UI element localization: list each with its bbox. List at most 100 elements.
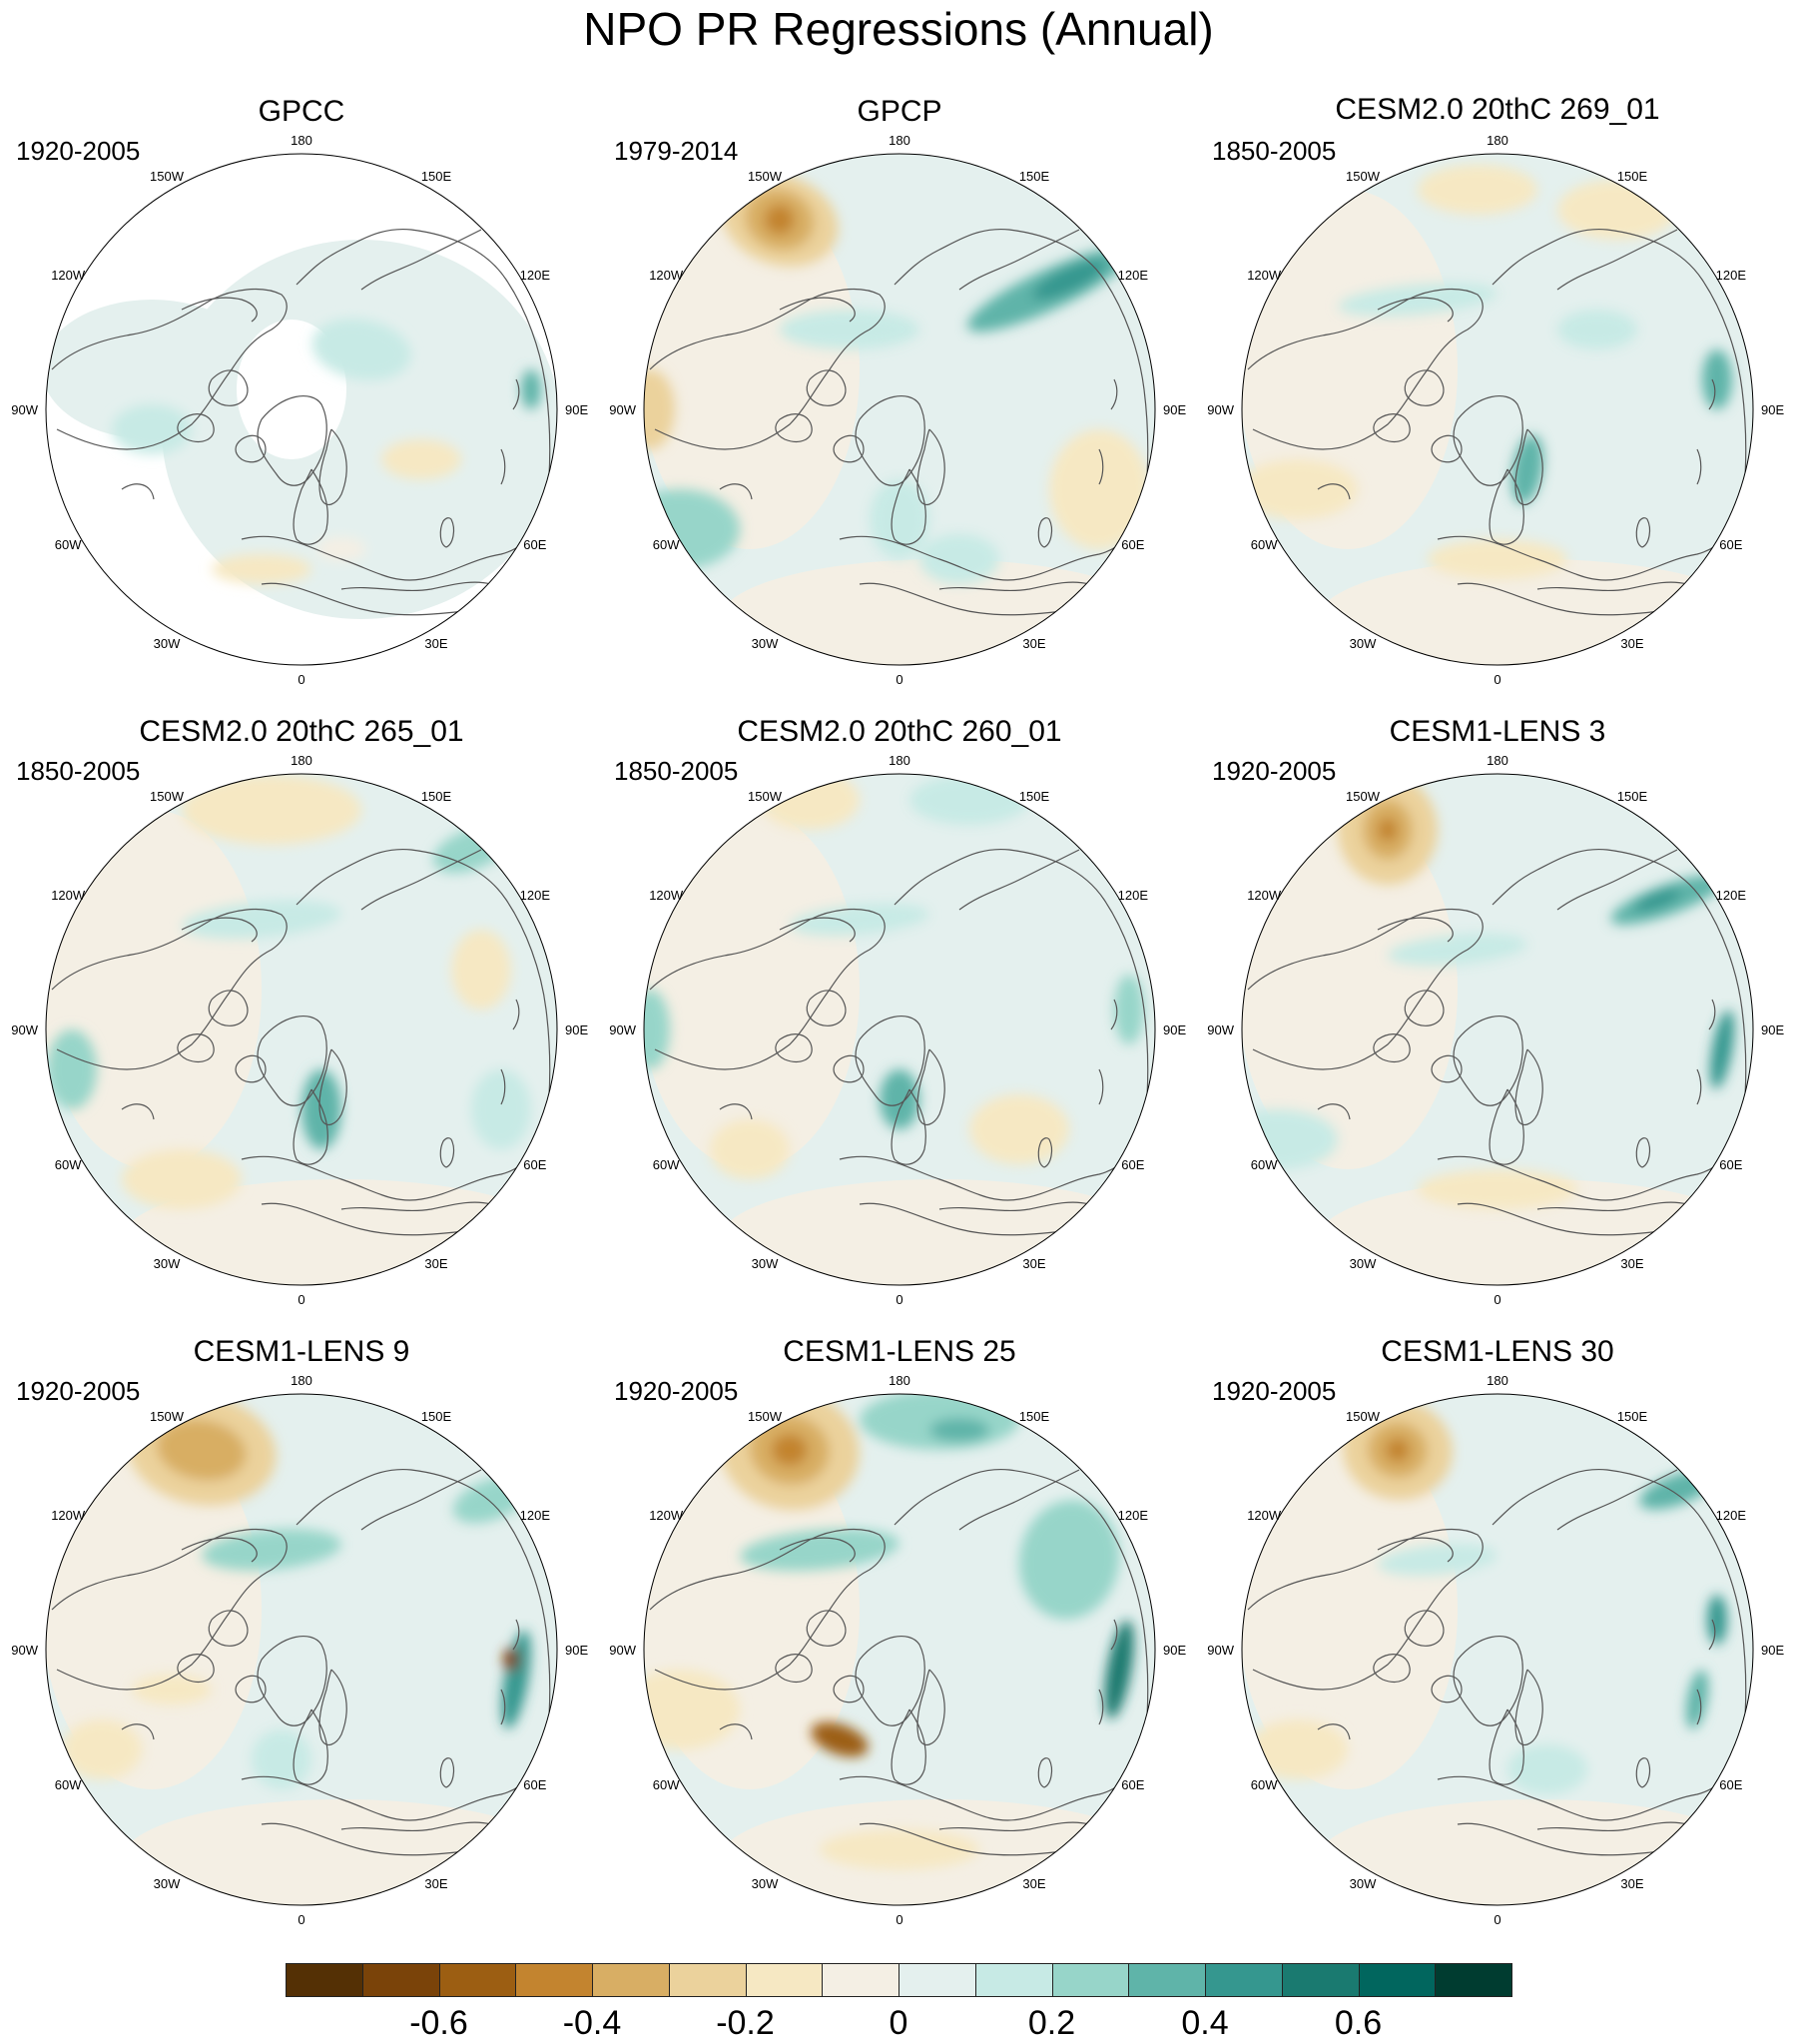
colorbar-tick-label: -0.2 bbox=[716, 2004, 775, 2042]
coastline bbox=[181, 297, 258, 323]
coastline bbox=[719, 483, 753, 500]
map-panel: 180 150E 120E 90E 60E 30E 0 30W 60W 90W 120W 150W CE… bbox=[598, 1332, 1201, 1931]
coastline bbox=[1514, 1048, 1543, 1126]
anomaly-patch bbox=[1633, 888, 1681, 912]
coastline bbox=[1317, 1103, 1351, 1120]
coastline bbox=[719, 1723, 753, 1740]
longitude-label: 90W bbox=[11, 402, 38, 417]
coastline bbox=[208, 369, 249, 406]
coastline bbox=[1457, 582, 1678, 616]
longitude-label: 150W bbox=[748, 789, 783, 804]
longitude-label: 30W bbox=[154, 636, 181, 651]
panel-period: 1920-2005 bbox=[1212, 756, 1337, 786]
colorbar-swatch bbox=[515, 1963, 593, 1997]
longitude-label: 150W bbox=[1346, 789, 1381, 804]
coastline bbox=[177, 1033, 215, 1062]
longitude-label: 150E bbox=[1019, 169, 1050, 184]
coastlines bbox=[649, 228, 1149, 616]
coastline bbox=[340, 1201, 492, 1212]
coastline bbox=[779, 917, 856, 943]
coastline bbox=[1437, 228, 1747, 581]
coastlines bbox=[1247, 848, 1747, 1236]
longitude-label: 90W bbox=[1207, 1643, 1234, 1658]
coastline bbox=[1373, 1033, 1411, 1062]
coastline bbox=[859, 1822, 1080, 1856]
longitude-label: 0 bbox=[896, 1292, 902, 1307]
longitude-label: 180 bbox=[1487, 1373, 1508, 1388]
coastline bbox=[649, 909, 886, 1070]
longitude-label: 120W bbox=[51, 268, 86, 283]
panel-title: CESM1-LENS 25 bbox=[783, 1335, 1016, 1368]
coastline bbox=[855, 395, 925, 486]
longitude-label: 150W bbox=[1346, 1409, 1381, 1424]
anomaly-patch bbox=[1418, 1169, 1577, 1209]
longitude-label: 180 bbox=[291, 753, 312, 768]
longitude-label: 150E bbox=[421, 169, 452, 184]
longitude-label: 30W bbox=[752, 1876, 779, 1891]
map-panel: 180 150E 120E 90E 60E 30E 0 30W 60W 90W 120W 150W GP… bbox=[0, 92, 603, 691]
anomaly-patch bbox=[182, 775, 361, 845]
anomaly-patch bbox=[780, 310, 919, 349]
longitude-label: 90W bbox=[609, 402, 636, 417]
map-border bbox=[1241, 1393, 1754, 1906]
coastline bbox=[51, 1529, 288, 1691]
coastline bbox=[1696, 1068, 1702, 1105]
longitude-label: 0 bbox=[1494, 672, 1500, 687]
anomaly-patch bbox=[1702, 349, 1732, 409]
longitude-label: 30W bbox=[752, 1256, 779, 1271]
anomaly-patch bbox=[969, 1094, 1069, 1164]
coastline bbox=[512, 1619, 520, 1651]
coastline bbox=[839, 228, 1149, 581]
coastline bbox=[1404, 990, 1445, 1026]
map-panel: 180 150E 120E 90E 60E 30E 0 30W 60W 90W 120W 150W CE… bbox=[1196, 712, 1797, 1311]
anomaly-patch bbox=[811, 1721, 869, 1757]
map-border bbox=[45, 1393, 558, 1906]
coastlines bbox=[649, 1468, 1149, 1856]
colorbar-swatch bbox=[745, 1963, 824, 1997]
coastline bbox=[1317, 483, 1351, 500]
coastlines bbox=[1247, 228, 1747, 616]
coastline bbox=[181, 917, 258, 943]
coastline bbox=[360, 229, 482, 291]
coastline bbox=[1437, 848, 1747, 1201]
panel-title: CESM2.0 20thC 269_01 bbox=[1335, 93, 1660, 126]
longitude-label: 60W bbox=[653, 537, 680, 552]
longitude-label: 120E bbox=[1118, 1508, 1149, 1523]
polar-map: 180 150E 120E 90E 60E 30E 0 30W 60W 90W 120W 150W bbox=[11, 133, 588, 687]
coastline bbox=[512, 378, 520, 410]
coastlines bbox=[1247, 1468, 1747, 1856]
coastline bbox=[235, 1054, 267, 1083]
longitude-label: 120E bbox=[1118, 268, 1149, 283]
anomaly-patch bbox=[157, 1419, 247, 1481]
coastline bbox=[938, 1201, 1090, 1212]
coastline bbox=[1457, 1202, 1678, 1236]
anomaly-patch bbox=[790, 903, 929, 937]
coastline bbox=[439, 517, 455, 548]
coastline bbox=[1536, 1201, 1688, 1212]
colorbar-tick-label: 0 bbox=[889, 2004, 908, 2042]
coastline bbox=[1110, 378, 1118, 410]
anomaly-patch bbox=[720, 1179, 1155, 1285]
colorbar-swatch bbox=[1128, 1963, 1206, 1997]
anomaly-patch bbox=[212, 554, 311, 584]
longitude-label: 60E bbox=[1121, 1157, 1144, 1172]
coastline bbox=[1708, 999, 1716, 1030]
coastline bbox=[1037, 517, 1053, 548]
anomaly-patch bbox=[451, 930, 511, 1010]
longitude-label: 150E bbox=[1617, 1409, 1648, 1424]
coastline bbox=[512, 999, 520, 1030]
figure-title: NPO PR Regressions (Annual) bbox=[583, 3, 1214, 55]
anomaly-patch bbox=[301, 1069, 341, 1149]
coastline bbox=[1453, 1636, 1523, 1726]
coastline bbox=[775, 1654, 813, 1683]
coastline bbox=[235, 1675, 267, 1703]
coastline bbox=[806, 1610, 847, 1647]
colorbar-tick-label: 0.2 bbox=[1027, 2004, 1076, 2042]
colorbar-swatch bbox=[668, 1963, 747, 1997]
coastline bbox=[916, 1669, 945, 1746]
polar-map: 180 150E 120E 90E 60E 30E 0 30W 60W 90W 120W 150W bbox=[1207, 1373, 1784, 1927]
coastline bbox=[261, 1822, 482, 1856]
coastline bbox=[1247, 289, 1484, 450]
colorbar-swatch bbox=[898, 1963, 976, 1997]
anomaly-patch bbox=[644, 369, 675, 449]
